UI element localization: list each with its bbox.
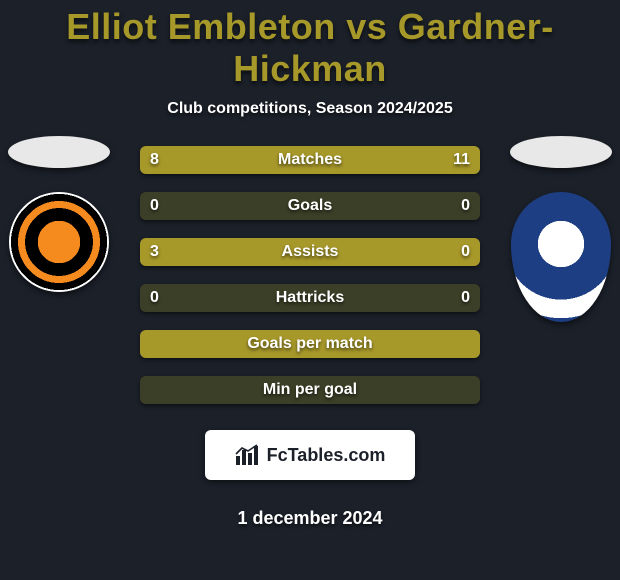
stat-row: Goals0 0 <box>140 192 480 220</box>
watermark: FcTables.com <box>205 430 415 480</box>
player-left-photo <box>8 136 110 168</box>
stat-label: Assists <box>140 238 480 266</box>
stat-row: Hattricks0 0 <box>140 284 480 312</box>
stat-label: Hattricks <box>140 284 480 312</box>
page-title: Elliot Embleton vs Gardner-Hickman <box>0 6 620 90</box>
stat-label: Goals per match <box>140 330 480 358</box>
stat-rows: Matches811Goals00Assists30Hattricks00Goa… <box>140 146 480 404</box>
stat-value-right: 11 <box>443 146 480 174</box>
stat-row: Goals per match <box>140 330 480 358</box>
stat-value-left: 3 <box>140 238 169 266</box>
stat-label: Goals <box>140 192 480 220</box>
club-crest-left <box>9 192 109 292</box>
player-right-photo <box>510 136 612 168</box>
stat-row: Matches8 11 <box>140 146 480 174</box>
bar-chart-icon <box>235 444 261 466</box>
stat-value-left: 0 <box>140 192 169 220</box>
player-left-column <box>8 136 110 292</box>
stat-label: Matches <box>140 146 480 174</box>
stat-value-right: 0 <box>451 192 480 220</box>
stat-value-left: 0 <box>140 284 169 312</box>
date-label: 1 december 2024 <box>237 508 382 529</box>
stat-value-right: 0 <box>451 238 480 266</box>
subtitle: Club competitions, Season 2024/2025 <box>167 100 452 118</box>
comparison-panel: Matches811Goals00Assists30Hattricks00Goa… <box>0 146 620 529</box>
stat-value-left: 8 <box>140 146 169 174</box>
player-right-column <box>510 136 612 322</box>
club-crest-right <box>511 192 611 322</box>
stat-row: Min per goal <box>140 376 480 404</box>
stat-value-right: 0 <box>451 284 480 312</box>
stat-row: Assists3 0 <box>140 238 480 266</box>
watermark-text: FcTables.com <box>267 445 386 466</box>
stat-label: Min per goal <box>140 376 480 404</box>
